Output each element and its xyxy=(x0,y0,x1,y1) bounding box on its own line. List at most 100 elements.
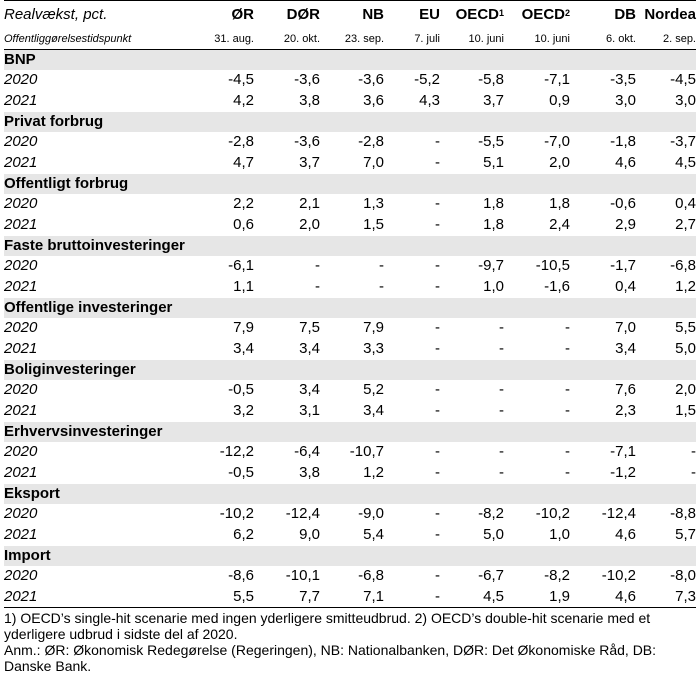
publication-label: Offentliggørelsestidspunkt xyxy=(4,29,200,50)
footnote: 1) OECD’s single-hit scenarie med ingen … xyxy=(4,610,651,642)
value-cell: -5,2 xyxy=(414,71,440,89)
table-row: 2021 4,2 3,8 3,6 4,3 3,7 0,9 3,0 3,0 xyxy=(4,91,696,112)
table-body: Realvækst, pct. ØR DØR NB EU OECD1 OECD2 DB Nor… xyxy=(4,0,696,608)
value-cell: 4,3 xyxy=(419,91,440,109)
value-cell: -6,7 xyxy=(478,567,504,585)
year-label: 2020 xyxy=(4,319,38,337)
section-row: Eksport xyxy=(4,483,696,504)
section-row: Privat forbrug xyxy=(4,111,696,132)
value-cell: - xyxy=(435,257,440,275)
column-header-3: EU xyxy=(384,0,440,29)
section-row: Boliginvesteringer xyxy=(4,359,696,380)
value-cell: -10,5 xyxy=(535,257,570,275)
value-cell: -10,2 xyxy=(535,505,570,523)
value-cell: 5,4 xyxy=(363,525,384,543)
value-cell: 3,4 xyxy=(233,339,254,357)
table-row: 2020 -4,5 -3,6 -3,6 -5,2 -5,8 -7,1 -3,5 -4,5 xyxy=(4,70,696,91)
notes: 1) OECD’s single-hit scenarie med ingen … xyxy=(4,610,696,674)
value-cell: 2,0 xyxy=(299,215,320,233)
value-cell: 5,1 xyxy=(483,153,504,171)
value-cell: - xyxy=(435,381,440,399)
year-label: 2021 xyxy=(4,586,200,608)
column-header-6: DB xyxy=(570,0,636,29)
column-header-2: NB xyxy=(320,0,384,29)
table-row: 2020 -0,5 3,4 5,2 - - - 7,6 2,0 xyxy=(4,380,696,401)
value-cell: -8,8 xyxy=(670,505,696,523)
value-cell: - xyxy=(565,401,570,419)
value-cell: 2,7 xyxy=(675,215,696,233)
date-row: Offentliggørelsestidspunkt 31. aug. 20. o… xyxy=(4,29,696,50)
value-cell: -6,8 xyxy=(670,257,696,275)
value-cell: 2,3 xyxy=(615,401,636,419)
value-cell: 5,0 xyxy=(675,339,696,357)
column-date-0: 31. aug. xyxy=(200,29,254,50)
section-title: Offentligt forbrug xyxy=(4,173,696,194)
value-cell: 3,8 xyxy=(299,91,320,109)
value-cell: 7,0 xyxy=(615,319,636,337)
value-cell: -1,8 xyxy=(610,133,636,151)
value-cell: 4,6 xyxy=(570,586,636,608)
value-cell: -7,0 xyxy=(544,133,570,151)
value-cell: -4,5 xyxy=(228,71,254,89)
forecast-table: Realvækst, pct. ØR DØR NB EU OECD1 OECD2 DB Nor… xyxy=(4,0,696,608)
value-cell: - xyxy=(499,443,504,461)
value-cell: -12,2 xyxy=(219,443,254,461)
year-label: 2021 xyxy=(4,91,38,109)
value-cell: 1,5 xyxy=(675,401,696,419)
year-label: 2020 xyxy=(4,195,38,213)
table-row: 2021 3,2 3,1 3,4 - - - 2,3 1,5 xyxy=(4,401,696,422)
table-row: 2021 0,6 2,0 1,5 - 1,8 2,4 2,9 2,7 xyxy=(4,215,696,236)
value-cell: -3,6 xyxy=(358,71,384,89)
year-label: 2020 xyxy=(4,505,38,523)
value-cell: - xyxy=(691,463,696,481)
value-cell: -7,1 xyxy=(610,443,636,461)
table-row: 2020 -10,2 -12,4 -9,0 - -8,2 -10,2 -12,4 -8,8 xyxy=(4,504,696,525)
value-cell: 1,0 xyxy=(483,277,504,295)
year-label: 2021 xyxy=(4,463,38,481)
value-cell: 3,4 xyxy=(363,401,384,419)
value-cell: 1,5 xyxy=(363,215,384,233)
value-cell: 0,4 xyxy=(615,277,636,295)
column-footnote-marker: 2 xyxy=(564,8,570,18)
value-cell: 1,2 xyxy=(363,463,384,481)
value-cell: - xyxy=(565,463,570,481)
value-cell: - xyxy=(499,339,504,357)
value-cell: 2,0 xyxy=(549,153,570,171)
value-cell: - xyxy=(379,257,384,275)
year-label: 2021 xyxy=(4,277,38,295)
value-cell: -2,8 xyxy=(358,133,384,151)
value-cell: -3,7 xyxy=(670,133,696,151)
value-cell: 2,1 xyxy=(299,195,320,213)
column-name: OECD xyxy=(455,6,499,23)
value-cell: - xyxy=(435,277,440,295)
year-label: 2020 xyxy=(4,443,38,461)
value-cell: 3,4 xyxy=(615,339,636,357)
value-cell: 1,1 xyxy=(233,277,254,295)
year-label: 2020 xyxy=(4,381,38,399)
value-cell: - xyxy=(379,277,384,295)
column-name: ØR xyxy=(231,6,255,23)
value-cell: -6,8 xyxy=(358,567,384,585)
value-cell: - xyxy=(499,463,504,481)
value-cell: 3,4 xyxy=(299,381,320,399)
year-label: 2021 xyxy=(4,215,38,233)
value-cell: 5,5 xyxy=(200,586,254,608)
section-row: Faste bruttoinvesteringer xyxy=(4,235,696,256)
value-cell: -7,1 xyxy=(544,71,570,89)
value-cell: 1,3 xyxy=(363,195,384,213)
value-cell: 0,4 xyxy=(675,195,696,213)
column-date-7: 2. sep. xyxy=(636,29,696,50)
year-label: 2021 xyxy=(4,401,38,419)
column-name: DB xyxy=(614,6,636,23)
value-cell: 4,5 xyxy=(440,586,504,608)
value-cell: -1,7 xyxy=(610,257,636,275)
table-row: 2021 5,5 7,7 7,1-4,5 1,9 4,6 7,3 xyxy=(4,586,696,608)
column-name: OECD xyxy=(521,6,565,23)
year-label: 2020 xyxy=(4,133,38,151)
value-cell: - xyxy=(565,381,570,399)
value-cell: 5,2 xyxy=(363,381,384,399)
value-cell: 4,6 xyxy=(615,525,636,543)
value-cell: 3,7 xyxy=(483,91,504,109)
year-label: 2020 xyxy=(4,71,38,89)
